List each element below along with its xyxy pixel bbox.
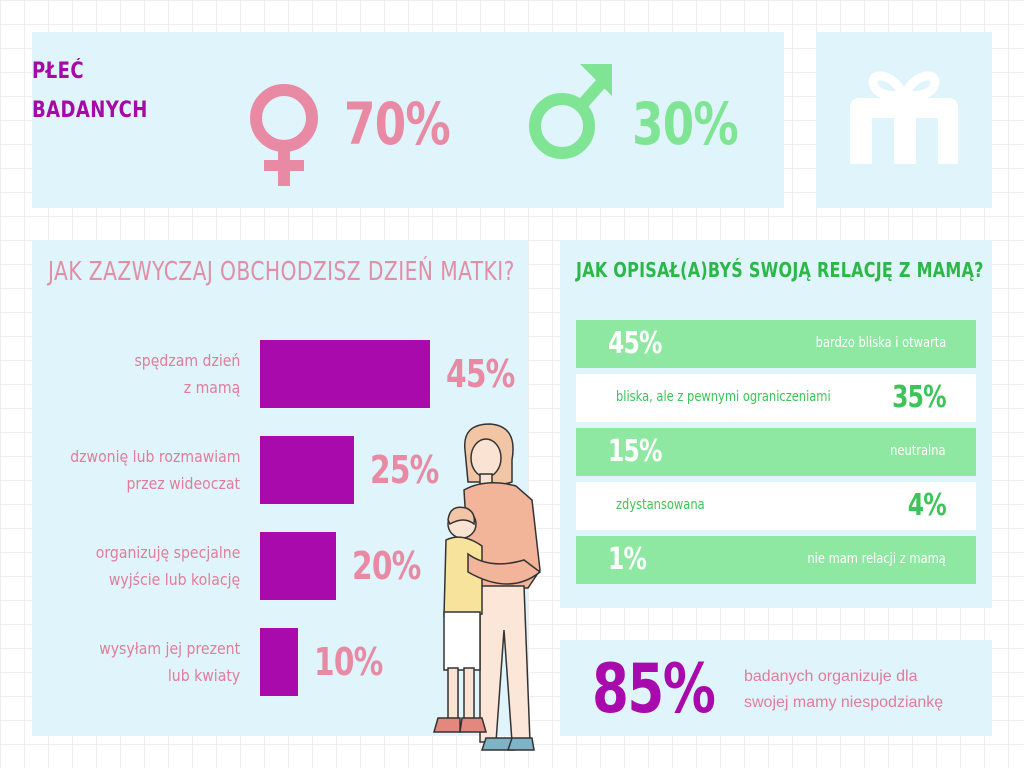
stat-text-line1: badanych organizuje dla [744, 668, 918, 685]
surprise-stat-panel [560, 640, 992, 736]
stat-text-line2: swojej mamy niespodziankę [744, 694, 944, 711]
bar-category-label: spędzam dzień z mamą [134, 351, 240, 397]
relation-value: 45% [608, 326, 662, 361]
relation-value: 15% [608, 434, 662, 469]
relation-label: zdystansowana [616, 497, 705, 513]
relation-row: 4% zdystansowana [576, 482, 976, 530]
relation-label: bliska, ale z pewnymi ograniczeniami [616, 389, 831, 405]
female-percentage: 70% [344, 90, 451, 158]
relation-row: 35% bliska, ale z pewnymi ograniczeniami [576, 374, 976, 422]
male-symbol-icon [529, 64, 612, 159]
relation-title: JAK OPISAŁ(A)BYŚ SWOJĄ RELACJĘ Z MAMĄ? [576, 258, 984, 282]
bar [260, 436, 355, 504]
mother-child-hug-illustration [433, 423, 542, 751]
relation-value: 35% [892, 380, 946, 415]
relation-value: 1% [608, 542, 647, 577]
relation-row: 1% nie mam relacji z mamą [576, 536, 976, 584]
relation-value: 4% [907, 488, 947, 523]
relation-row: 15% neutralna [576, 428, 976, 476]
gender-title-line2: BADANYCH [32, 98, 148, 123]
bar [260, 532, 336, 600]
relation-label: nie mam relacji z mamą [807, 551, 946, 567]
bar-category-label: wysyłam jej prezent lub kwiaty [99, 639, 240, 685]
bar-category-label: organizuję specjalne wyjście lub kolację [95, 543, 240, 589]
bar-value-label: 45% [446, 352, 515, 396]
bar-value-label: 10% [313, 640, 383, 684]
bar-value-label: 20% [351, 544, 421, 588]
male-percentage: 30% [632, 90, 739, 158]
surprise-stat-value: 85% [592, 650, 716, 729]
gift-logo-icon [850, 71, 958, 164]
gender-panel [32, 32, 784, 208]
gender-title: PŁEĆ BADANYCH [32, 52, 182, 130]
gender-title-line1: PŁEĆ [32, 59, 85, 84]
bar [260, 628, 298, 696]
bar-category-label: dzwonię lub rozmawiam przez wideoczat [69, 447, 240, 493]
relation-row: 45% bardzo bliska i otwarta [576, 320, 976, 368]
chart-title: JAK ZAZWYCZAJ OBCHODZISZ DZIEŃ MATKI? [48, 257, 515, 287]
female-symbol-icon [250, 84, 318, 186]
relation-label: bardzo bliska i otwarta [815, 335, 946, 351]
bar [260, 340, 430, 408]
relation-label: neutralna [890, 443, 946, 459]
surprise-stat-text: badanych organizuje dla swojej mamy nies… [744, 664, 984, 716]
bar-value-label: 25% [370, 448, 440, 492]
